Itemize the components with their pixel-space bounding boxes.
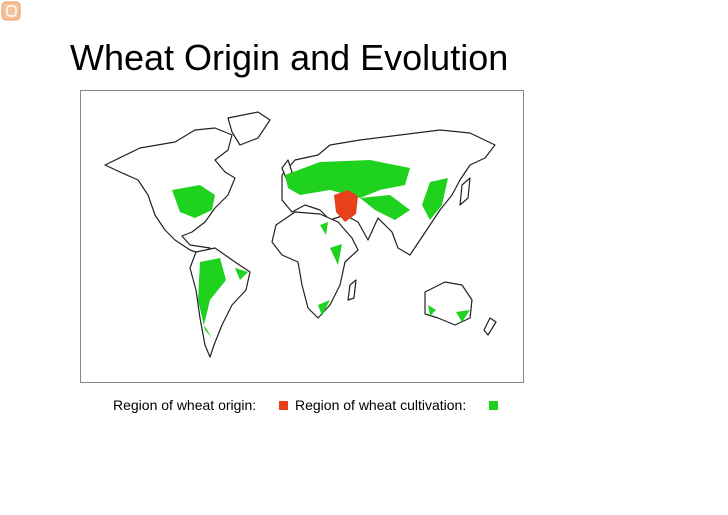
land-africa <box>271 211 359 319</box>
cultivation-region <box>172 185 215 218</box>
legend-label: Region of wheat origin: <box>113 397 256 413</box>
legend: Region of wheat origin: Region of wheat … <box>113 397 498 413</box>
cultivation-region <box>320 222 328 235</box>
slide-title: Wheat Origin and Evolution <box>70 37 508 78</box>
slide-icon <box>1 1 21 21</box>
cultivation-region <box>428 305 436 316</box>
cultivation-region <box>456 310 470 322</box>
cultivation-region <box>198 258 226 338</box>
cultivation-region <box>330 244 342 265</box>
cultivation-region <box>318 300 330 316</box>
world-map <box>104 111 497 358</box>
land-japan <box>459 177 471 206</box>
origin-region <box>334 190 358 222</box>
land-madagascar <box>347 279 357 301</box>
land-greenland <box>227 111 271 146</box>
cultivation-regions <box>172 160 470 338</box>
slide-icon-glyph <box>6 5 17 17</box>
land-new-zealand <box>483 317 497 336</box>
cultivation-region <box>422 178 448 220</box>
cultivation-region <box>235 268 248 280</box>
legend-swatch <box>279 401 288 410</box>
legend-label: Region of wheat cultivation: <box>295 397 466 413</box>
land-north-america <box>104 127 236 256</box>
cultivation-region <box>360 195 410 220</box>
legend-swatch <box>489 401 498 410</box>
cultivation-region <box>285 160 410 198</box>
